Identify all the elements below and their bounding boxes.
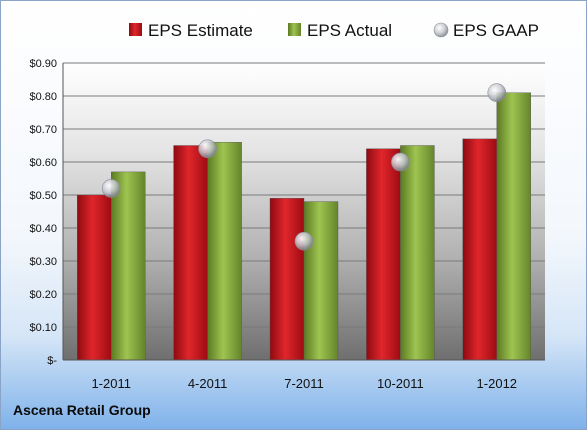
legend-swatch: [129, 23, 142, 36]
company-name: Ascena Retail Group: [13, 402, 151, 418]
marker-eps-gaap: [391, 152, 410, 172]
bar-eps-estimate: [269, 198, 305, 361]
marker-eps-gaap: [487, 83, 507, 102]
y-tick-label: $0.10: [29, 322, 57, 334]
legend-swatch: [288, 23, 301, 36]
y-tick-label: $0.60: [29, 157, 57, 169]
y-tick-label: $0.50: [29, 190, 57, 202]
marker-eps-gaap: [294, 231, 314, 251]
bar-eps-estimate: [76, 194, 112, 361]
x-tick-label: 1-2012: [477, 376, 517, 391]
bar-eps-estimate: [462, 138, 497, 361]
y-tick-label: $0.30: [29, 256, 57, 268]
x-tick-label: 10-2011: [377, 376, 424, 391]
bar-eps-actual: [110, 171, 146, 361]
y-tick-label: $0.70: [29, 124, 57, 136]
y-tick-label: $0.90: [29, 58, 57, 70]
legend-label: EPS Estimate: [148, 21, 253, 40]
y-tick-label: $0.80: [29, 91, 57, 103]
x-tick-label: 7-2011: [284, 376, 324, 391]
y-tick-label: $-: [47, 355, 57, 367]
legend-label: EPS Actual: [307, 21, 392, 40]
bar-eps-actual: [496, 92, 531, 361]
x-tick-label: 1-2011: [91, 376, 131, 391]
y-tick-label: $0.20: [29, 289, 57, 301]
legend-label: EPS GAAP: [453, 21, 539, 40]
bar-eps-actual: [400, 145, 435, 361]
x-tick-label: 4-2011: [188, 376, 228, 391]
legend-swatch: [433, 22, 449, 38]
marker-eps-gaap: [101, 179, 121, 198]
bar-eps-actual: [207, 141, 242, 361]
bar-eps-estimate: [173, 145, 208, 361]
marker-eps-gaap: [198, 139, 217, 159]
bar-eps-actual: [303, 201, 339, 361]
bar-eps-estimate: [366, 148, 401, 361]
y-tick-label: $0.40: [29, 223, 57, 235]
